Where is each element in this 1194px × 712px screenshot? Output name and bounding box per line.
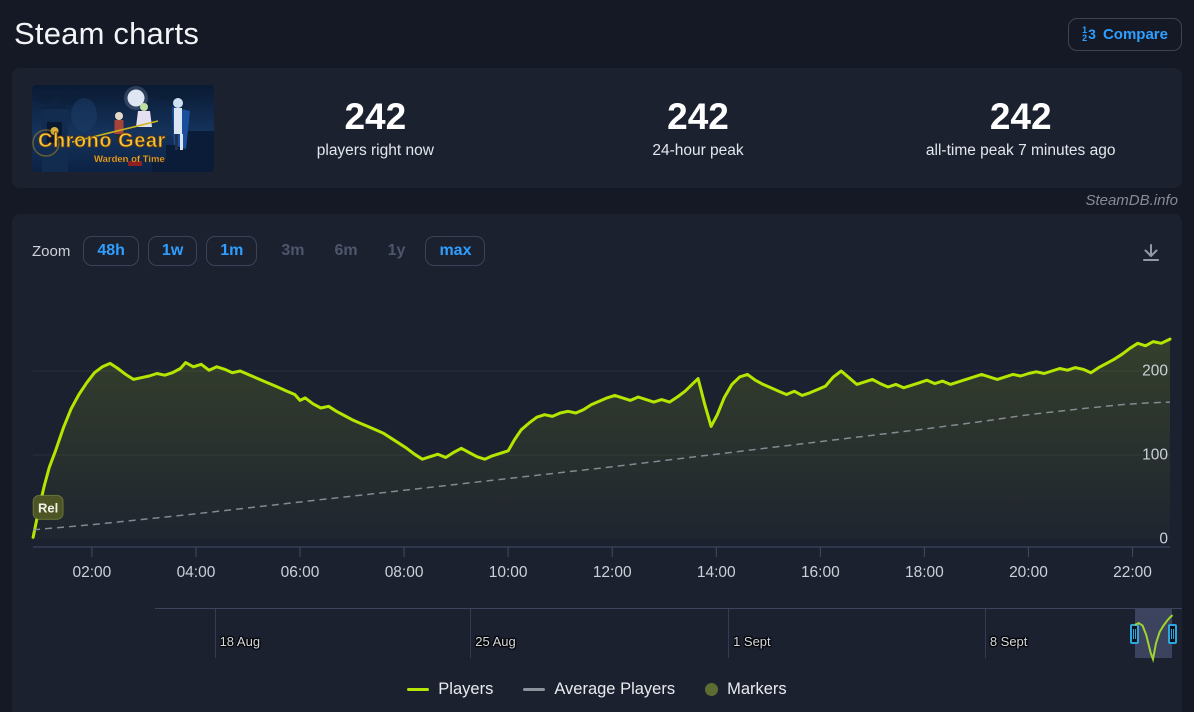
capsule-clock-ring (32, 128, 60, 157)
capsule-clock-hand (71, 119, 159, 143)
zoom-button-1w[interactable]: 1w (147, 236, 198, 266)
x-axis-label: 20:00 (1009, 564, 1048, 581)
capsule-stairs (152, 130, 214, 172)
navigator-date-label: 18 Aug (219, 634, 261, 649)
stat-item: 242 players right now (214, 96, 537, 160)
stat-label: all-time peak 7 minutes ago (925, 141, 1116, 159)
download-icon[interactable] (1140, 242, 1162, 264)
navigator-date-line (470, 609, 472, 658)
legend-swatch (407, 688, 430, 691)
x-axis-label: 06:00 (281, 564, 320, 581)
compare-button-label: Compare (1102, 25, 1168, 43)
navigator[interactable]: 18 Aug 25 Aug 1 Sept 8 Sept (155, 608, 1182, 663)
players-line (31, 337, 1172, 539)
legend-label: Markers (727, 680, 787, 698)
navigator-date-label: 1 Sept (733, 634, 771, 649)
zoom-label: Zoom (32, 242, 71, 260)
legend-item-markers[interactable]: Markers (705, 680, 787, 699)
y-axis-label: 200 (1142, 363, 1168, 380)
legend: Players Average Players Markers (12, 680, 1182, 699)
y-axis-label: 0 (1159, 531, 1168, 548)
capsule-subtitle: Warden of Time (94, 154, 165, 165)
stats-panel: Chrono Gear Warden of Time 242 players ri… (12, 68, 1182, 188)
x-axis-label: 10:00 (489, 564, 528, 581)
navigator-date-line (728, 609, 730, 658)
release-flag-label: Rel (38, 500, 58, 515)
x-axis-label: 16:00 (801, 564, 840, 581)
players-area (33, 339, 1171, 539)
zoom-button-1y: 1y (387, 242, 406, 259)
chart-toolbar: Zoom 48h 1w 1m 3m 6m 1y max (32, 236, 1162, 266)
x-axis-label: 02:00 (73, 564, 112, 581)
compare-123-icon: 1 2 3 (1082, 25, 1096, 43)
navigator-date-line (214, 609, 216, 658)
x-axis-label: 12:00 (593, 564, 632, 581)
capsule-ghost-figure (71, 97, 97, 132)
release-flag-box (32, 494, 64, 520)
game-capsule-image[interactable]: Chrono Gear Warden of Time (32, 84, 214, 172)
x-axis-label: 08:00 (385, 564, 424, 581)
stat-label: players right now (316, 141, 434, 159)
y-axis-label: 100 (1142, 447, 1168, 464)
navigator-date-line (984, 609, 986, 658)
stat-value: 242 (989, 96, 1052, 138)
legend-label: Players (438, 680, 494, 698)
capsule-title: Chrono Gear (38, 130, 166, 152)
stat-item: 242 all-time peak 7 minutes ago (859, 96, 1182, 160)
capsule-character-right (172, 97, 190, 150)
zoom-buttons: 48h 1w 1m 3m 6m 1y max (83, 236, 494, 266)
navigator-handle-right[interactable] (1168, 623, 1178, 644)
steamdb-watermark: SteamDB.info (1085, 192, 1178, 209)
zoom-button-48h[interactable]: 48h (83, 236, 139, 266)
x-axis-label: 18:00 (905, 564, 944, 581)
zoom-button-6m: 6m (334, 242, 358, 259)
zoom-button-1m[interactable]: 1m (206, 236, 258, 266)
navigator-date-label: 25 Aug (475, 634, 516, 649)
page-title: Steam charts (14, 16, 200, 51)
chart-panel: Zoom 48h 1w 1m 3m 6m 1y max 02:00 04:00 06:00 08:… (12, 214, 1182, 712)
capsule-character-left (114, 111, 124, 143)
legend-item-average-players[interactable]: Average Players (523, 680, 675, 699)
players-chart: 02:00 04:00 06:00 08:00 10:00 12:00 14:00 16:00… (31, 337, 1172, 581)
zoom-button-3m: 3m (281, 242, 305, 259)
stat-label: 24-hour peak (652, 141, 744, 159)
x-axis-label: 04:00 (177, 564, 216, 581)
average-players-line (33, 401, 1171, 531)
legend-swatch (705, 683, 719, 696)
navigator-date-label: 8 Sept (989, 634, 1028, 649)
compare-button[interactable]: 1 2 3 Compare (1068, 17, 1182, 51)
page-header: Steam charts 1 2 3 Compare (0, 0, 1194, 68)
stat-value: 242 (667, 96, 729, 138)
x-axis-label: 22:00 (1113, 564, 1152, 581)
legend-swatch (523, 688, 546, 691)
legend-item-players[interactable]: Players (407, 680, 493, 699)
release-marker-flag: Rel (32, 494, 64, 520)
zoom-button-max[interactable]: max (425, 236, 486, 266)
navigator-handle-left[interactable] (1129, 623, 1139, 644)
stats-row: 242 players right now 242 24-hour peak 242 al… (214, 96, 1182, 160)
stat-item: 242 24-hour peak (537, 96, 860, 160)
navigator-mini-line (1134, 614, 1173, 663)
x-axis-label: 14:00 (697, 564, 736, 581)
capsule-moon (127, 89, 145, 106)
legend-label: Average Players (554, 680, 676, 698)
stat-value: 242 (344, 96, 407, 138)
navigator-selection[interactable] (1129, 609, 1178, 663)
capsule-bell (50, 126, 59, 135)
